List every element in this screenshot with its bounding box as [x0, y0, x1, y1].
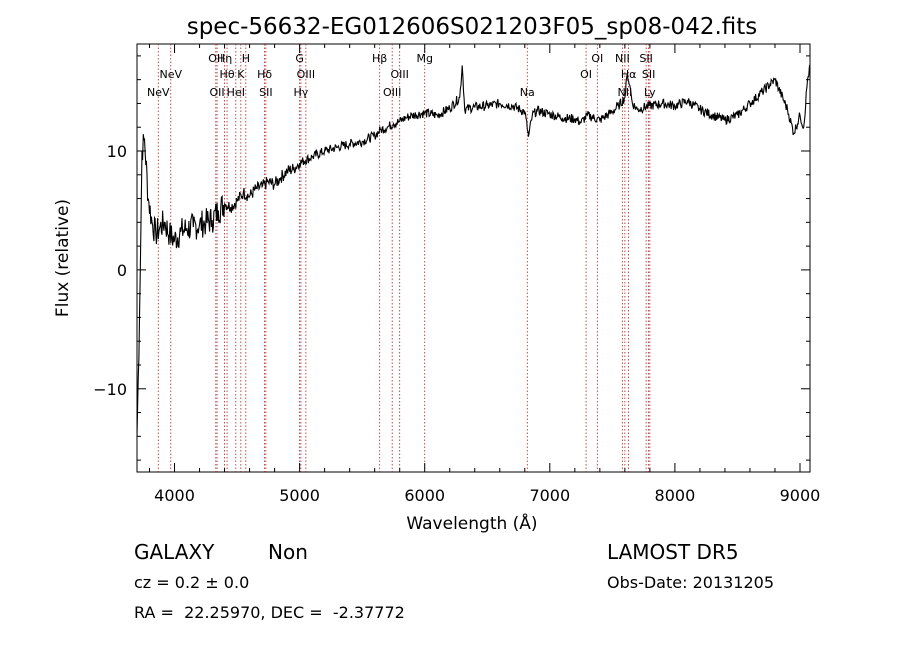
x-tick-label: 6000: [404, 486, 445, 505]
emission-line-label: NeV: [147, 86, 170, 99]
emission-line-label: HeI: [227, 86, 245, 99]
emission-line-label: SII: [259, 86, 272, 99]
emission-line-labels: NeVNeVOIIOIIHηHθHeIKHHδSIIGHγOIIIHβOIIIO…: [147, 52, 656, 99]
redshift-cz: cz = 0.2 ± 0.0: [134, 573, 250, 592]
chart-title: spec-56632-EG012606S021203F05_sp08-042.f…: [187, 14, 758, 40]
x-tick-label: 7000: [529, 486, 570, 505]
y-axis-label: Flux (relative): [53, 199, 73, 317]
y-tick-label: −10: [93, 380, 127, 399]
emission-line-label: Hα: [621, 68, 637, 81]
emission-line-label: NII: [618, 86, 633, 99]
emission-line-label: OIII: [390, 68, 408, 81]
y-axis-ticks: −10 0 10: [93, 55, 810, 461]
spectrum-series: [136, 64, 811, 437]
emission-lines: [157, 44, 651, 472]
plot-frame: [136, 43, 811, 473]
emission-line-label: Hβ: [372, 52, 387, 65]
object-subclass: Non: [268, 540, 308, 564]
emission-line-label: Hθ: [220, 68, 235, 81]
emission-line-label: NeV: [160, 68, 183, 81]
emission-line-label: NII: [615, 52, 630, 65]
emission-line-label: OII: [209, 86, 224, 99]
emission-line-label: Ly: [644, 86, 656, 99]
x-tick-label: 8000: [655, 486, 696, 505]
object-class: GALAXY: [134, 540, 215, 564]
emission-line-label: OI: [591, 52, 603, 65]
x-axis-ticks: 4000 5000 6000 7000 8000 9000: [149, 44, 821, 505]
emission-line-label: OII: [208, 52, 223, 65]
emission-line-label: G: [295, 52, 304, 65]
emission-line-label: SII: [642, 68, 655, 81]
x-tick-label: 9000: [780, 486, 821, 505]
emission-line-label: Na: [520, 86, 535, 99]
observation-date: Obs-Date: 20131205: [607, 573, 775, 592]
emission-line-label: Hδ: [257, 68, 272, 81]
emission-line-label: K: [237, 68, 245, 81]
emission-line-label: Mg: [416, 52, 432, 65]
emission-line-label: OIII: [383, 86, 401, 99]
spectrum-line: [136, 64, 811, 437]
emission-line-label: OI: [580, 68, 592, 81]
emission-line-label: Hη: [217, 52, 232, 65]
coordinates: RA = 22.25970, DEC = -2.37772: [134, 603, 405, 622]
x-tick-label: 5000: [279, 486, 320, 505]
survey-label: LAMOST DR5: [607, 540, 739, 564]
y-tick-label: 10: [107, 142, 127, 161]
emission-line-label: H: [242, 52, 250, 65]
emission-line-label: OIII: [297, 68, 315, 81]
x-axis-label: Wavelength (Å): [406, 512, 537, 534]
x-tick-label: 4000: [154, 486, 195, 505]
emission-line-label: Hγ: [293, 86, 308, 99]
emission-line-label: SII: [639, 52, 652, 65]
y-tick-label: 0: [117, 261, 127, 280]
